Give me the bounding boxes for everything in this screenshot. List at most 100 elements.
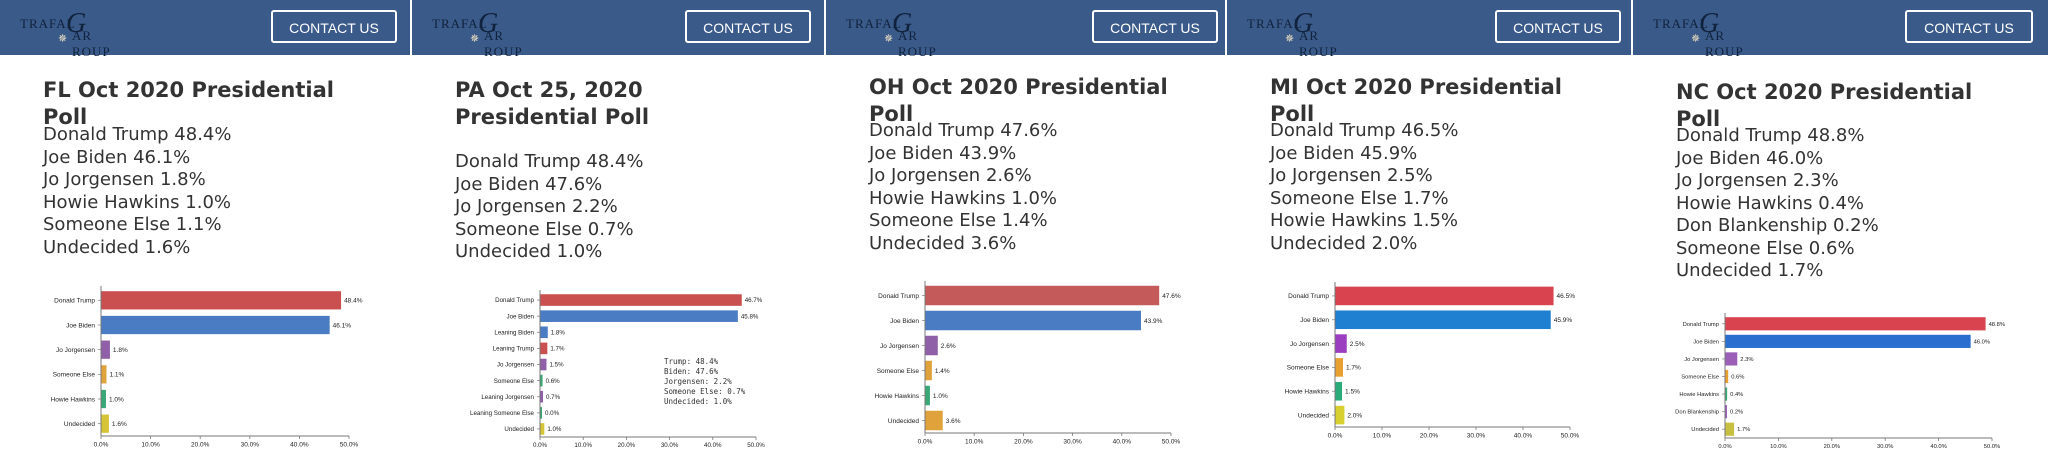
bar — [1335, 310, 1551, 330]
bar-value-label: 46.0% — [1974, 339, 1990, 345]
poll-results-list: Donald Trump 48.4% Joe Biden 47.6% Jo Jo… — [455, 151, 643, 264]
bar — [540, 326, 548, 339]
trafalgar-logo[interactable]: TRAFAL G AR ROUP ✵ — [1653, 8, 1744, 59]
site-header: TRAFAL G AR ROUP ✵ CONTACT US — [1633, 0, 2048, 59]
bar-value-label: 2.6% — [941, 343, 956, 350]
contact-us-button[interactable]: CONTACT US — [1092, 10, 1218, 43]
y-tick-label: Donald Trump — [878, 293, 919, 300]
bar-value-label: 1.1% — [109, 372, 124, 379]
x-tick-label: 30.0% — [661, 442, 679, 449]
bar — [101, 315, 330, 335]
y-tick-label: Someone Else — [53, 372, 96, 379]
result-line: Undecided 1.7% — [1676, 260, 1824, 281]
bar — [101, 365, 107, 384]
result-line: Howie Hawkins 1.0% — [869, 187, 1058, 209]
bar — [101, 414, 109, 433]
bar — [540, 374, 543, 387]
result-line: Joe Biden 47.6% — [455, 173, 603, 195]
result-line: Someone Else 1.1% — [43, 214, 222, 235]
bar-value-label: 0.6% — [1731, 375, 1744, 381]
y-tick-label: Howie Hawkins — [875, 393, 920, 400]
x-tick-label: 10.0% — [574, 442, 592, 449]
bar — [540, 358, 547, 371]
bar-value-label: 0.0% — [545, 410, 560, 417]
trafalgar-logo[interactable]: TRAFAL G AR ROUP ✵ — [846, 8, 937, 59]
y-tick-label: Donald Trump — [1683, 322, 1719, 328]
bar-value-label: 48.8% — [1989, 322, 2005, 328]
result-line: Jo Jorgensen 2.3% — [1676, 170, 1839, 191]
bar — [1725, 317, 1986, 331]
result-line: Joe Biden 43.9% — [869, 142, 1017, 164]
poll-bar-chart: Donald Trump 46.7% Joe Biden 45.8% Leaning B… — [470, 290, 765, 449]
result-line: Jo Jorgensen 2.6% — [869, 165, 1032, 186]
bar-value-label: 47.6% — [1162, 293, 1181, 300]
result-line: Joe Biden 45.9% — [1270, 142, 1418, 164]
poll-bar-chart: Donald Trump 48.4% Joe Biden 46.1% Jo Jorgen… — [51, 286, 363, 449]
trafalgar-logo[interactable]: TRAFAL G AR ROUP ✵ — [432, 8, 523, 59]
y-tick-label: Jo Jorgensen — [1290, 341, 1329, 348]
y-tick-label: Joe Biden — [1693, 339, 1719, 345]
trafalgar-logo[interactable]: TRAFAL G AR ROUP ✵ — [20, 8, 111, 59]
y-tick-label: Jo Jorgensen — [56, 347, 95, 354]
poll-results-list: Donald Trump 48.8% Joe Biden 46.0% Jo Jo… — [1676, 125, 1879, 283]
bar-value-label: 1.4% — [935, 368, 950, 375]
x-tick-label: 30.0% — [1063, 439, 1082, 446]
bar — [540, 294, 742, 306]
y-tick-label: Donald Trump — [495, 297, 534, 304]
result-line: Donald Trump 46.5% — [1270, 120, 1459, 141]
bar — [1335, 358, 1343, 377]
y-tick-label: Joe Biden — [506, 313, 534, 320]
contact-us-button[interactable]: CONTACT US — [271, 10, 397, 43]
y-tick-label: Someone Else — [1287, 365, 1330, 372]
result-line: Donald Trump 47.6% — [869, 120, 1058, 141]
contact-us-button[interactable]: CONTACT US — [685, 10, 811, 43]
result-line: Jo Jorgensen 2.5% — [1270, 165, 1433, 186]
y-tick-label: Joe Biden — [66, 322, 95, 329]
x-tick-label: 50.0% — [747, 442, 765, 449]
y-tick-label: Leaning Trump — [493, 346, 535, 353]
site-header: TRAFAL G AR ROUP ✵ CONTACT US — [1227, 0, 1631, 59]
result-line: Howie Hawkins 0.4% — [1676, 192, 1865, 214]
poll-bar-chart: Donald Trump 47.6% Joe Biden 43.9% Jo Jorgen… — [875, 281, 1181, 446]
result-line: Someone Else 0.6% — [1676, 237, 1855, 259]
y-tick-label: Jo Jorgensen — [497, 362, 535, 369]
x-tick-label: 50.0% — [1162, 439, 1181, 446]
x-tick-label: 30.0% — [1467, 433, 1486, 440]
bar-value-label: 1.7% — [1346, 365, 1361, 372]
trafalgar-logo[interactable]: TRAFAL G AR ROUP ✵ — [1247, 8, 1338, 59]
x-tick-label: 50.0% — [1984, 444, 2000, 450]
result-line: Joe Biden 46.0% — [1676, 147, 1824, 169]
y-tick-label: Howie Hawkins — [1285, 389, 1330, 396]
bar — [1725, 369, 1729, 384]
annotation-line: Trump: 48.4% — [664, 357, 719, 366]
x-tick-label: 20.0% — [618, 442, 636, 449]
compass-star-icon: ✵ — [1691, 33, 1701, 45]
bar-value-label: 2.0% — [1347, 412, 1362, 419]
x-tick-label: 50.0% — [1561, 433, 1580, 440]
bar-value-label: 1.5% — [549, 362, 564, 369]
x-tick-label: 10.0% — [965, 439, 984, 446]
bar — [540, 342, 548, 355]
y-tick-label: Undecided — [64, 421, 95, 428]
x-tick-label: 10.0% — [1373, 433, 1392, 440]
contact-us-button[interactable]: CONTACT US — [1905, 10, 2033, 43]
poll-bar-chart: Donald Trump 46.5% Joe Biden 45.9% Jo Jorgen… — [1285, 282, 1580, 440]
y-tick-label: Howie Hawkins — [51, 396, 96, 403]
bar — [540, 310, 738, 322]
annotation-line: Someone Else: 0.7% — [664, 387, 746, 396]
x-tick-label: 30.0% — [241, 442, 260, 449]
x-tick-label: 30.0% — [1877, 444, 1893, 450]
bar-value-label: 1.8% — [551, 329, 566, 336]
x-tick-label: 0.0% — [1718, 444, 1731, 450]
bar-value-label: 2.3% — [1740, 357, 1753, 363]
bar-value-label: 46.7% — [745, 297, 763, 304]
bar-value-label: 45.9% — [1554, 317, 1573, 324]
contact-us-button[interactable]: CONTACT US — [1495, 10, 1621, 43]
result-line: Someone Else 0.7% — [455, 218, 634, 240]
bar — [540, 390, 544, 403]
result-line: Undecided 1.0% — [455, 241, 603, 262]
result-line: Howie Hawkins 1.0% — [43, 191, 232, 213]
poll-title: FL Oct 2020 Presidential Poll — [43, 78, 334, 129]
y-tick-label: Joe Biden — [890, 318, 919, 325]
site-header: TRAFAL G AR ROUP ✵ CONTACT US — [0, 0, 410, 59]
